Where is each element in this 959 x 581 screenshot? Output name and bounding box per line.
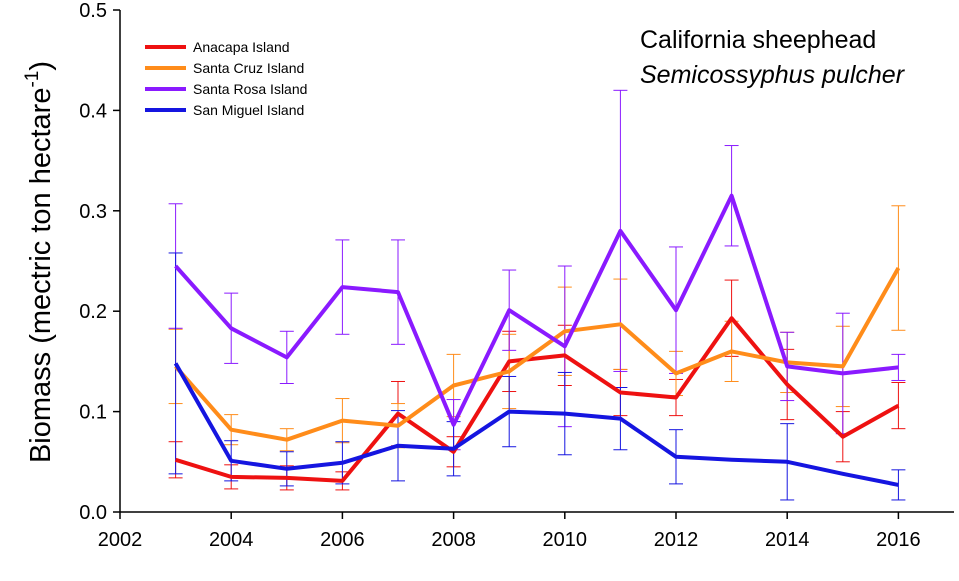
y-tick-label: 0.2 xyxy=(79,301,107,323)
plot-area xyxy=(168,89,906,501)
y-axis-label-suffix: ) xyxy=(25,61,57,71)
series-lines xyxy=(173,193,901,487)
y-tick-label: 0.4 xyxy=(79,100,107,122)
y-ticks: 0.0 0.1 0.2 0.3 0.4 0.5 xyxy=(79,0,120,524)
series-line-san-miguel-island xyxy=(173,362,899,487)
legend-label-anacapa-island: Anacapa Island xyxy=(193,39,290,55)
x-tick-label: 2016 xyxy=(876,529,921,551)
chart-subtitle: Semicossyphus pulcher xyxy=(640,61,906,89)
y-tick-label: 0.0 xyxy=(79,502,107,524)
x-tick-label: 2012 xyxy=(654,529,699,551)
x-tick-label: 2004 xyxy=(209,529,254,551)
series-line-anacapa-island xyxy=(175,316,900,483)
x-tick-label: 2006 xyxy=(320,529,365,551)
x-tick-label: 2008 xyxy=(431,529,476,551)
y-axis-label-main: Biomass (mectric ton hectare xyxy=(25,88,57,464)
x-tick-label: 2010 xyxy=(543,529,588,551)
legend-label-san-miguel-island: San Miguel Island xyxy=(193,102,304,118)
series-line-santa-cruz-island xyxy=(174,267,901,442)
chart-title: California sheephead xyxy=(640,26,876,54)
axes: 2002 2004 2006 2008 2010 2012 2014 2016 0.00.10… xyxy=(79,0,954,551)
y-tick-label: 0.3 xyxy=(79,201,107,223)
series-line-santa-rosa-island xyxy=(174,193,899,427)
y-tick-label: 0.1 xyxy=(79,402,107,424)
y-tick-label: 0.5 xyxy=(79,0,107,22)
x-tick-label: 2002 xyxy=(98,529,143,551)
legend-label-santa-rosa-island: Santa Rosa Island xyxy=(193,81,307,97)
y-axis-label: Biomass (mectric ton hectare-1) xyxy=(22,61,57,463)
y-axis-label-superscript: -1 xyxy=(22,71,43,88)
x-tick-label: 2014 xyxy=(765,529,810,551)
x-ticks: 2002 2004 2006 2008 2010 2012 2014 2016 xyxy=(98,512,921,551)
legend: Anacapa Island Santa Cruz Island Santa Ros… xyxy=(145,39,307,118)
legend-label-santa-cruz-island: Santa Cruz Island xyxy=(193,60,304,76)
